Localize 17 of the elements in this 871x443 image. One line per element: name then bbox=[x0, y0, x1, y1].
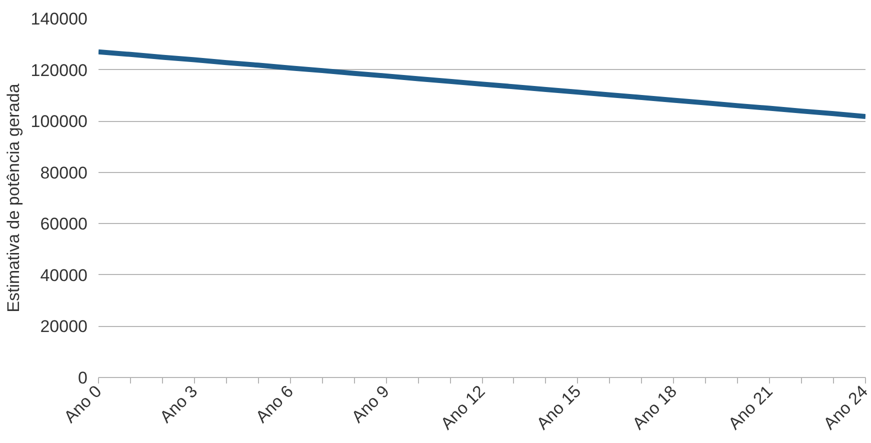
x-tick-label: Ano 12 bbox=[437, 382, 489, 434]
y-tick-label: 0 bbox=[78, 368, 88, 388]
x-tick-label: Ano 24 bbox=[820, 382, 871, 434]
y-tick-label: 100000 bbox=[30, 112, 88, 132]
x-tick-label: Ano 15 bbox=[533, 382, 585, 434]
y-tick-label: 20000 bbox=[40, 317, 88, 336]
x-tick-label: Ano 6 bbox=[252, 382, 297, 427]
y-tick-label: 140000 bbox=[30, 10, 88, 28]
x-tick-label: Ano 21 bbox=[724, 382, 776, 434]
y-tick-label: 60000 bbox=[40, 214, 88, 234]
y-tick-label: 40000 bbox=[40, 266, 88, 285]
x-tick-label: Ano 9 bbox=[348, 382, 393, 427]
y-axis-title: Estimativa de potência gerada bbox=[4, 83, 23, 312]
x-tick-label: Ano 3 bbox=[156, 382, 202, 427]
y-tick-label: 120000 bbox=[30, 60, 88, 80]
x-tick-label: Ano 18 bbox=[628, 382, 680, 434]
y-tick-label: 80000 bbox=[40, 163, 88, 182]
